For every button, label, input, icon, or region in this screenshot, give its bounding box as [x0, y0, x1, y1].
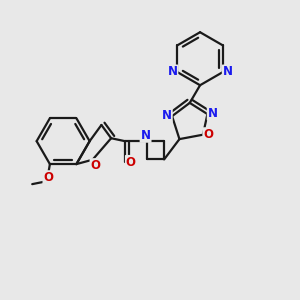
- Text: O: O: [44, 171, 53, 184]
- Text: N: N: [223, 65, 233, 79]
- Text: N: N: [141, 129, 151, 142]
- Text: N: N: [162, 109, 172, 122]
- Text: N: N: [208, 107, 218, 120]
- Text: O: O: [126, 156, 136, 169]
- Text: N: N: [167, 65, 177, 79]
- Text: O: O: [91, 159, 100, 172]
- Text: O: O: [203, 128, 213, 141]
